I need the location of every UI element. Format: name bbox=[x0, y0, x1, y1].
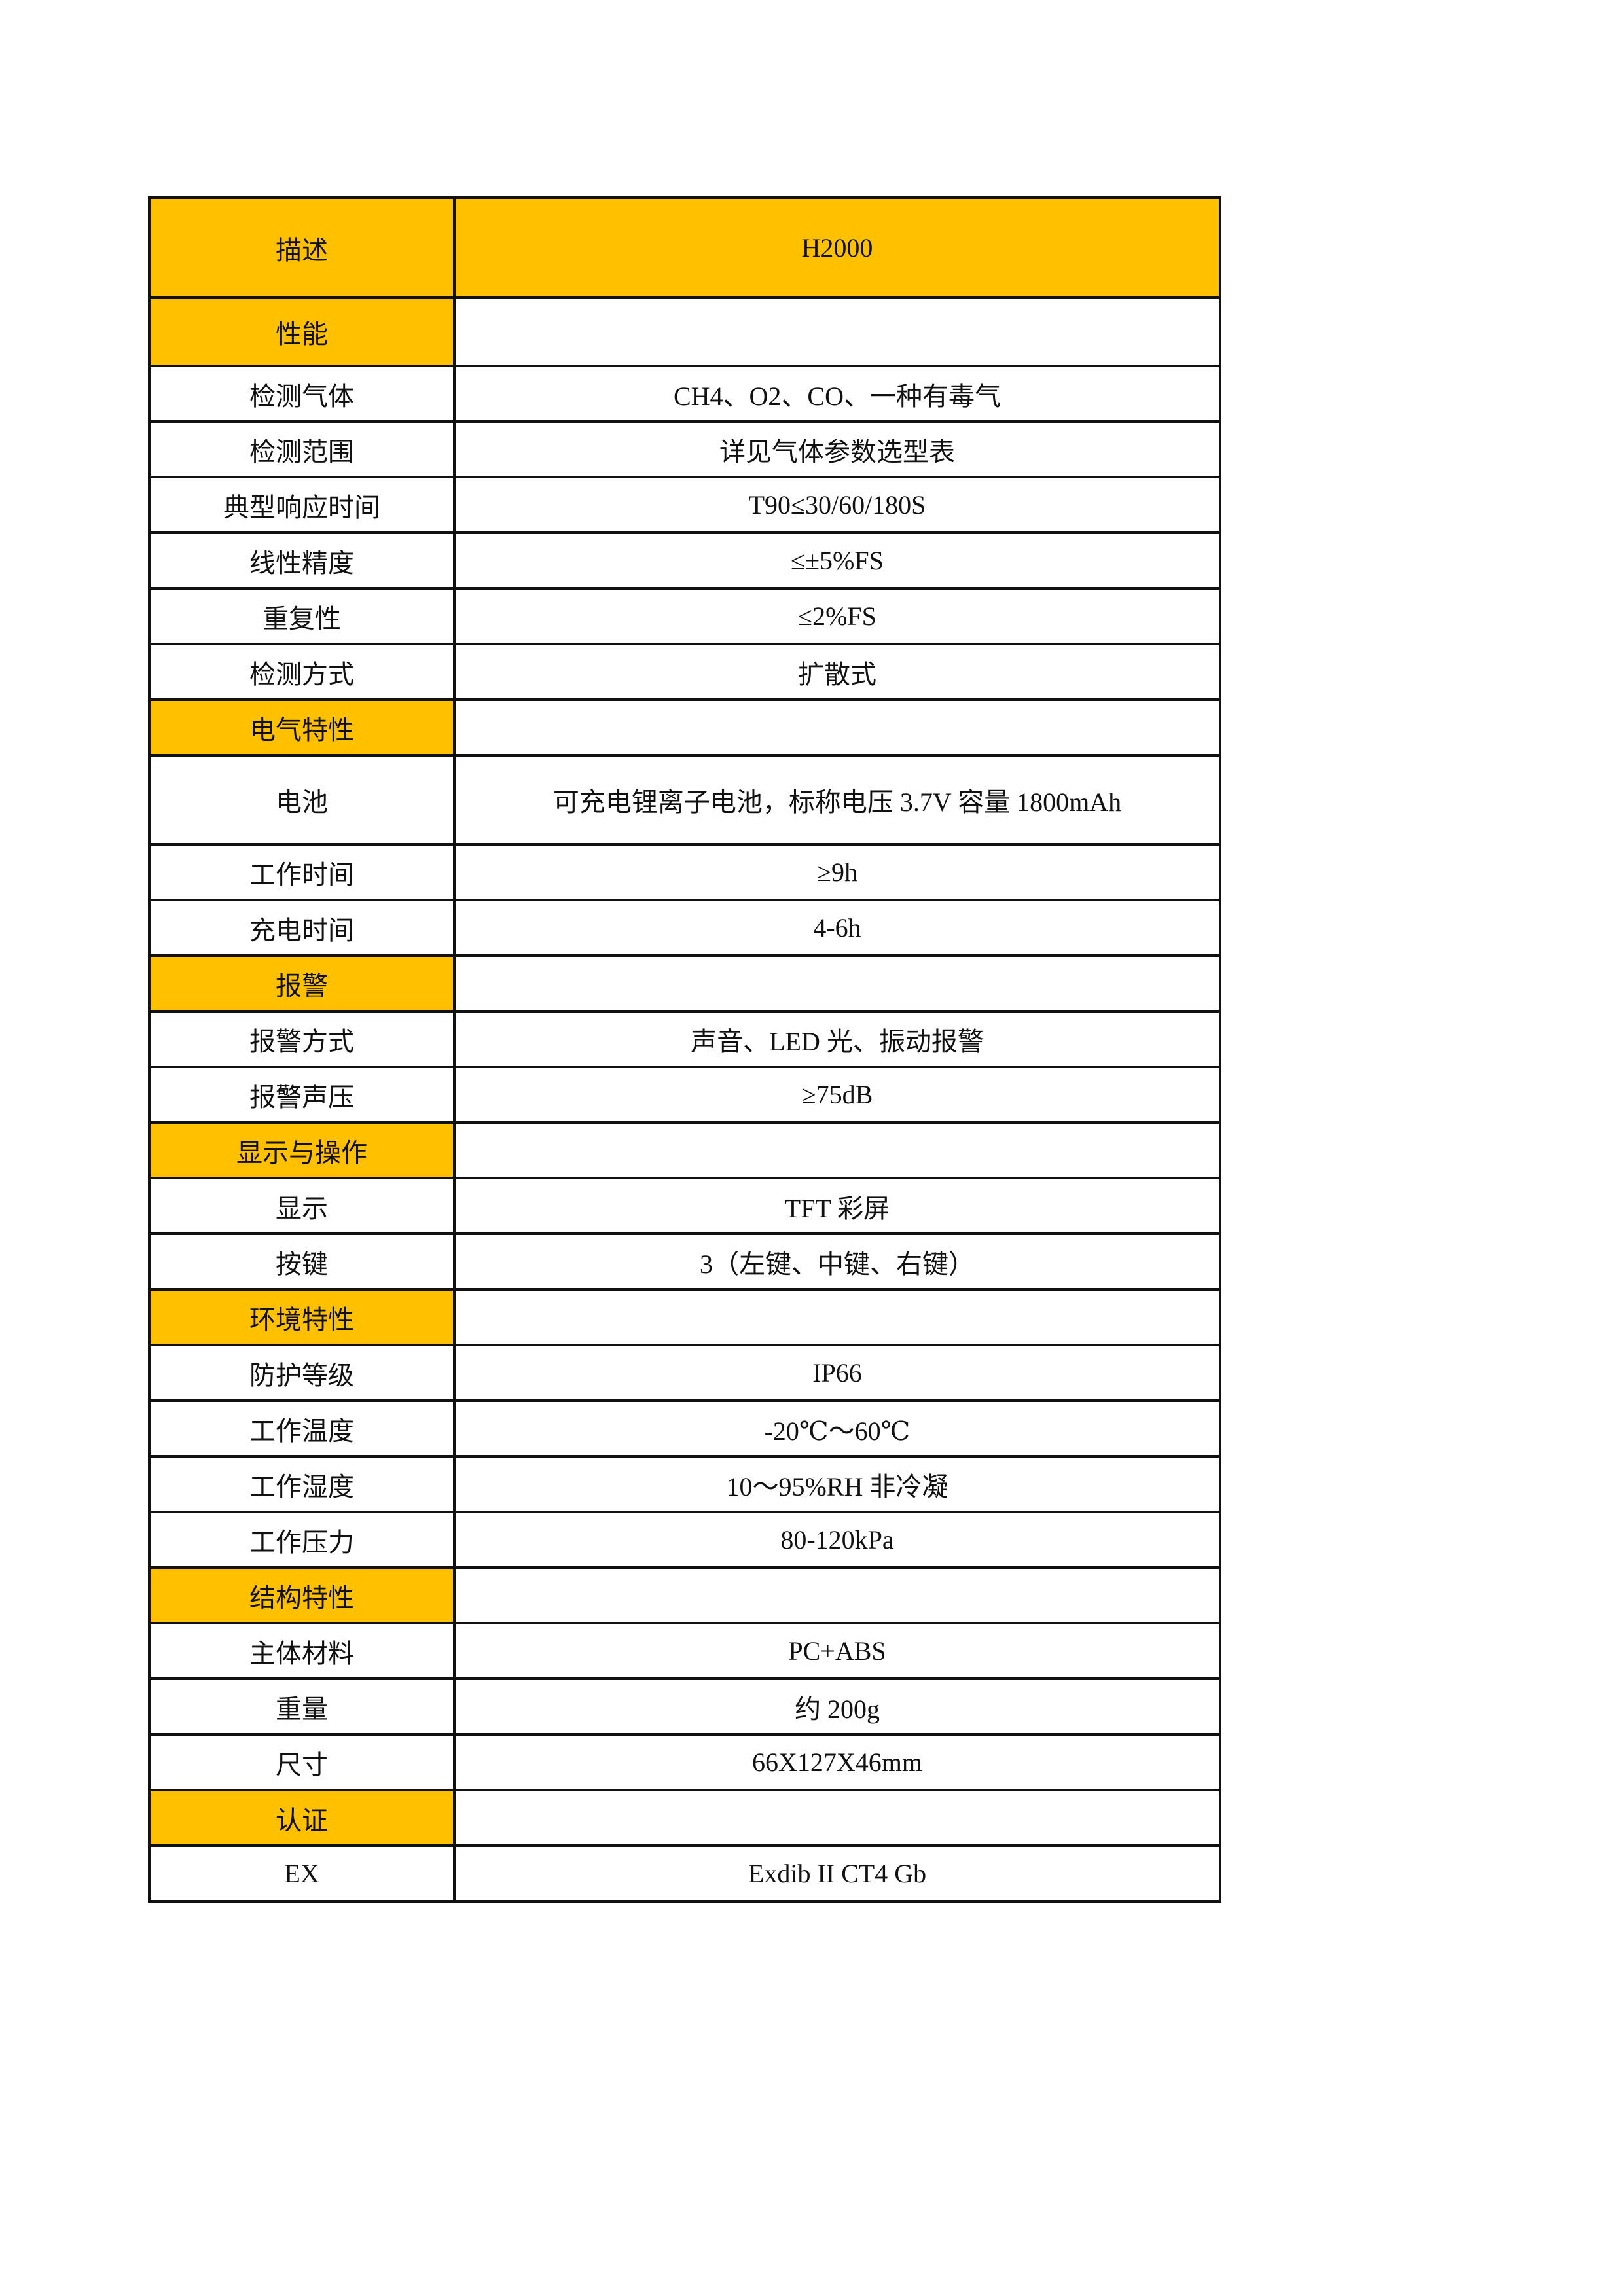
section-label: 环境特性 bbox=[148, 1288, 456, 1346]
header-row: 描述 H2000 bbox=[148, 196, 1221, 299]
row-value: 80-120kPa bbox=[453, 1511, 1221, 1569]
row-label: 报警声压 bbox=[148, 1066, 456, 1124]
table-row: 显示 TFT 彩屏 bbox=[148, 1177, 1221, 1235]
row-value: IP66 bbox=[453, 1344, 1221, 1402]
row-label: 工作温度 bbox=[148, 1399, 456, 1458]
row-label: 重复性 bbox=[148, 587, 456, 645]
section-label: 性能 bbox=[148, 296, 456, 367]
row-label: 报警方式 bbox=[148, 1010, 456, 1068]
row-label: EX bbox=[148, 1844, 456, 1903]
row-label: 重量 bbox=[148, 1677, 456, 1736]
row-label: 检测方式 bbox=[148, 643, 456, 701]
row-label: 工作时间 bbox=[148, 843, 456, 901]
row-label: 线性精度 bbox=[148, 531, 456, 590]
spec-table: 描述 H2000 性能 检测气体 CH4、O2、CO、一种有毒气 检测范围 详见气体参数… bbox=[148, 196, 1221, 1903]
section-label: 报警 bbox=[148, 954, 456, 1013]
row-label: 电池 bbox=[148, 754, 456, 846]
row-value: 约 200g bbox=[453, 1677, 1221, 1736]
table-row: 重复性 ≤2%FS bbox=[148, 587, 1221, 645]
table-row: 尺寸 66X127X46mm bbox=[148, 1733, 1221, 1791]
section-row: 性能 bbox=[148, 296, 1221, 367]
section-row: 报警 bbox=[148, 954, 1221, 1013]
section-label: 结构特性 bbox=[148, 1566, 456, 1624]
row-value bbox=[453, 954, 1221, 1013]
row-value bbox=[453, 1566, 1221, 1624]
table-row: 电池 可充电锂离子电池，标称电压 3.7V 容量 1800mAh bbox=[148, 754, 1221, 846]
table-row: 线性精度 ≤±5%FS bbox=[148, 531, 1221, 590]
table-row: 重量约 200g bbox=[148, 1677, 1221, 1736]
row-label: 充电时间 bbox=[148, 899, 456, 957]
section-row: 环境特性 bbox=[148, 1288, 1221, 1346]
row-value: ≥75dB bbox=[453, 1066, 1221, 1124]
row-value: 66X127X46mm bbox=[453, 1733, 1221, 1791]
row-value bbox=[453, 1789, 1221, 1847]
row-label: 按键 bbox=[148, 1232, 456, 1291]
section-row: 认证 bbox=[148, 1789, 1221, 1847]
row-label: 主体材料 bbox=[148, 1622, 456, 1680]
row-label: 尺寸 bbox=[148, 1733, 456, 1791]
row-value: 声音、LED 光、振动报警 bbox=[453, 1010, 1221, 1068]
table-row: 报警声压 ≥75dB bbox=[148, 1066, 1221, 1124]
table-row: EX Exdib II CT4 Gb bbox=[148, 1844, 1221, 1903]
row-value bbox=[453, 296, 1221, 367]
section-label: 电气特性 bbox=[148, 698, 456, 757]
table-row: 按键 3（左键、中键、右键） bbox=[148, 1232, 1221, 1291]
table-row: 检测范围 详见气体参数选型表 bbox=[148, 420, 1221, 478]
row-value: TFT 彩屏 bbox=[453, 1177, 1221, 1235]
row-value: 扩散式 bbox=[453, 643, 1221, 701]
table-row: 工作压力 80-120kPa bbox=[148, 1511, 1221, 1569]
row-label: 工作湿度 bbox=[148, 1455, 456, 1513]
row-value: T90≤30/60/180S bbox=[453, 476, 1221, 534]
row-label: 检测范围 bbox=[148, 420, 456, 478]
header-label: 描述 bbox=[148, 196, 456, 299]
row-value bbox=[453, 698, 1221, 757]
row-label: 防护等级 bbox=[148, 1344, 456, 1402]
row-value: -20℃～60℃ bbox=[453, 1399, 1221, 1458]
row-value bbox=[453, 1121, 1221, 1179]
section-row: 电气特性 bbox=[148, 698, 1221, 757]
table-row: 防护等级 IP66 bbox=[148, 1344, 1221, 1402]
section-row: 结构特性 bbox=[148, 1566, 1221, 1624]
row-value bbox=[453, 1288, 1221, 1346]
row-value: 10～95%RH 非冷凝 bbox=[453, 1455, 1221, 1513]
row-value: ≥9h bbox=[453, 843, 1221, 901]
table-row: 工作时间 ≥9h bbox=[148, 843, 1221, 901]
row-label: 检测气体 bbox=[148, 365, 456, 423]
row-value: Exdib II CT4 Gb bbox=[453, 1844, 1221, 1903]
row-label: 工作压力 bbox=[148, 1511, 456, 1569]
section-label: 显示与操作 bbox=[148, 1121, 456, 1179]
row-value: 详见气体参数选型表 bbox=[453, 420, 1221, 478]
table-row: 检测气体 CH4、O2、CO、一种有毒气 bbox=[148, 365, 1221, 423]
row-label: 显示 bbox=[148, 1177, 456, 1235]
row-value: 4-6h bbox=[453, 899, 1221, 957]
row-value: ≤±5%FS bbox=[453, 531, 1221, 590]
table-row: 工作湿度 10～95%RH 非冷凝 bbox=[148, 1455, 1221, 1513]
row-value: 可充电锂离子电池，标称电压 3.7V 容量 1800mAh bbox=[453, 754, 1221, 846]
section-row: 显示与操作 bbox=[148, 1121, 1221, 1179]
row-value: 3（左键、中键、右键） bbox=[453, 1232, 1221, 1291]
row-value: PC+ABS bbox=[453, 1622, 1221, 1680]
row-label: 典型响应时间 bbox=[148, 476, 456, 534]
table-row: 主体材料 PC+ABS bbox=[148, 1622, 1221, 1680]
table-row: 检测方式 扩散式 bbox=[148, 643, 1221, 701]
header-value: H2000 bbox=[453, 196, 1221, 299]
table-row: 典型响应时间 T90≤30/60/180S bbox=[148, 476, 1221, 534]
table-row: 工作温度 -20℃～60℃ bbox=[148, 1399, 1221, 1458]
section-label: 认证 bbox=[148, 1789, 456, 1847]
row-value: ≤2%FS bbox=[453, 587, 1221, 645]
table-row: 报警方式 声音、LED 光、振动报警 bbox=[148, 1010, 1221, 1068]
row-value: CH4、O2、CO、一种有毒气 bbox=[453, 365, 1221, 423]
table-row: 充电时间 4-6h bbox=[148, 899, 1221, 957]
